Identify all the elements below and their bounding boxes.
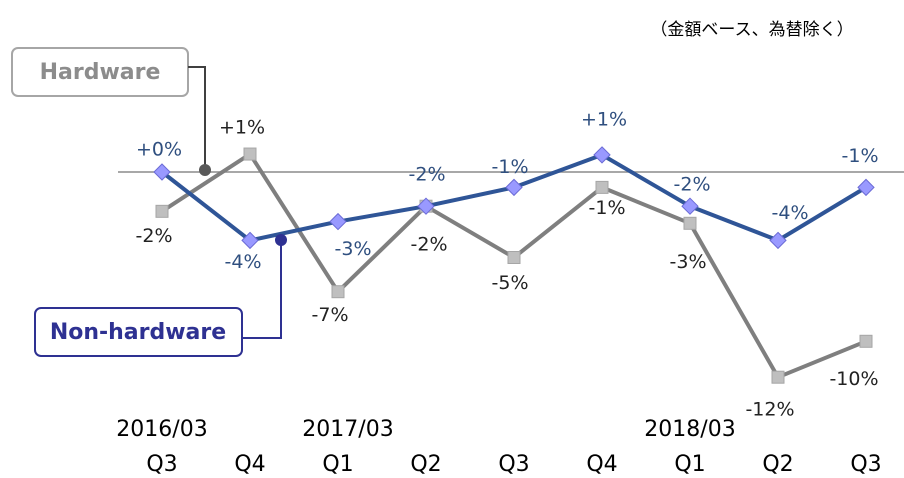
legend-box xyxy=(11,47,189,97)
data-label: -1% xyxy=(492,156,529,178)
marker xyxy=(859,334,873,348)
data-label: -7% xyxy=(312,304,349,326)
marker xyxy=(153,163,171,181)
period-label: 2016/03 xyxy=(116,417,207,442)
data-label: +0% xyxy=(136,139,182,161)
marker xyxy=(241,231,259,250)
marker xyxy=(769,231,787,250)
data-label: +1% xyxy=(581,108,627,130)
x-tick-label: Q2 xyxy=(762,452,793,477)
data-label: -10% xyxy=(829,368,878,390)
data-label: -4% xyxy=(772,202,809,224)
marker xyxy=(683,216,697,230)
marker xyxy=(331,285,345,299)
marker xyxy=(505,178,523,197)
x-tick-label: Q1 xyxy=(674,452,705,477)
legend-box xyxy=(34,307,243,357)
data-label: -3% xyxy=(670,251,707,273)
period-label: 2017/03 xyxy=(302,417,393,442)
marker xyxy=(155,204,169,218)
data-label: -3% xyxy=(335,238,372,260)
legend-connector xyxy=(242,240,282,339)
data-label: -2% xyxy=(136,225,173,247)
note: （金額ベース、為替除く） xyxy=(650,20,853,40)
legend-label: Hardware xyxy=(40,60,161,85)
x-tick-label: Q4 xyxy=(234,452,265,477)
legend-dot xyxy=(275,234,287,246)
data-label: -5% xyxy=(492,272,529,294)
data-label: +1% xyxy=(219,117,265,139)
data-label: -1% xyxy=(842,145,879,167)
x-tick-label: Q4 xyxy=(586,452,617,477)
marker xyxy=(417,197,435,215)
marker xyxy=(771,370,785,384)
marker xyxy=(595,180,609,194)
legend-label: Non-hardware xyxy=(50,320,226,345)
x-tick-label: Q3 xyxy=(146,452,177,477)
marker xyxy=(243,147,257,161)
period-label: 2018/03 xyxy=(644,417,735,442)
x-tick-label: Q3 xyxy=(850,452,881,477)
marker xyxy=(593,146,611,164)
x-tick-label: Q2 xyxy=(410,452,441,477)
legend-dot xyxy=(199,164,211,176)
legend-connector xyxy=(188,66,206,170)
data-label: -4% xyxy=(225,251,262,273)
marker xyxy=(681,197,699,215)
x-tick-label: Q3 xyxy=(498,452,529,477)
data-label: -12% xyxy=(745,399,794,421)
marker xyxy=(857,178,875,197)
data-label: -2% xyxy=(674,174,711,196)
data-label: -2% xyxy=(411,234,448,256)
data-label: -1% xyxy=(589,197,626,219)
marker xyxy=(507,251,521,264)
data-label: -2% xyxy=(409,164,446,186)
marker xyxy=(329,212,347,231)
x-tick-label: Q1 xyxy=(322,452,353,477)
